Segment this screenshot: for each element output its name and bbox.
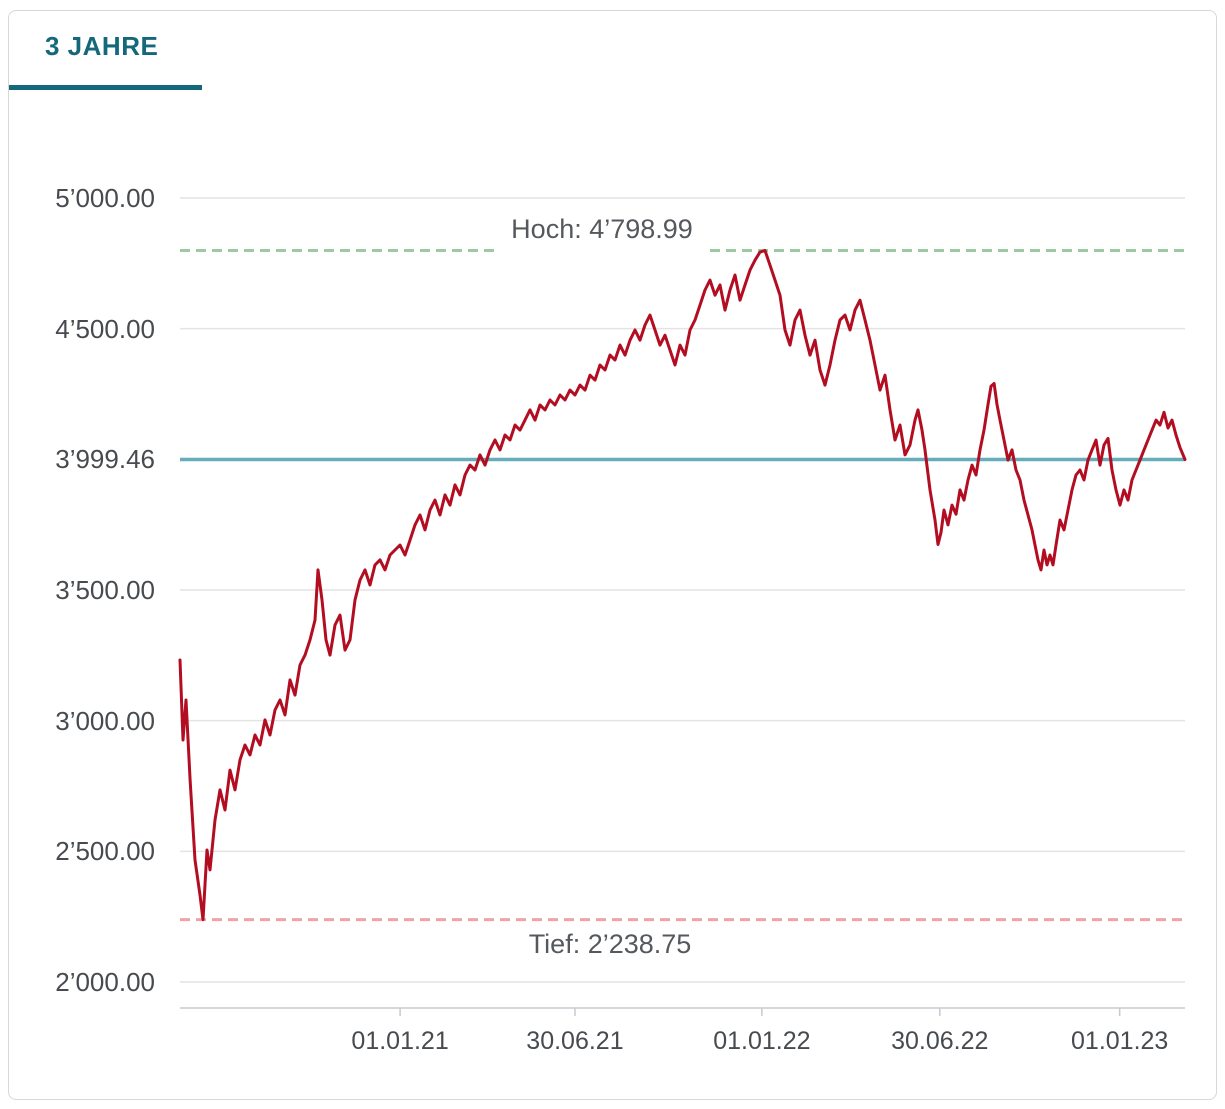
y-axis-label: 4’500.00	[55, 313, 155, 344]
y-axis-label: 5’000.00	[55, 183, 155, 213]
y-axis-label: 3’500.00	[55, 575, 155, 605]
high-value-label: Hoch: 4’798.99	[505, 213, 699, 245]
x-axis-label: 30.06.22	[891, 1027, 989, 1055]
price-line	[178, 249, 1187, 922]
low-value-label: Tief: 2’238.75	[522, 928, 698, 960]
x-axis-label: 30.06.21	[526, 1027, 624, 1055]
y-axis-label: 2’500.00	[55, 836, 155, 867]
y-axis-label: 3’000.00	[55, 705, 155, 736]
x-axis-label: 01.01.22	[713, 1027, 811, 1055]
x-axis-label: 01.01.23	[1071, 1027, 1169, 1055]
x-axis-label: 01.01.21	[351, 1027, 449, 1055]
y-axis-label: 2’000.00	[55, 967, 155, 997]
tab-underline	[9, 85, 202, 90]
y-axis-label: 3’999.46	[55, 444, 155, 475]
tab-3-jahre[interactable]: 3 JAHRE	[45, 31, 159, 61]
